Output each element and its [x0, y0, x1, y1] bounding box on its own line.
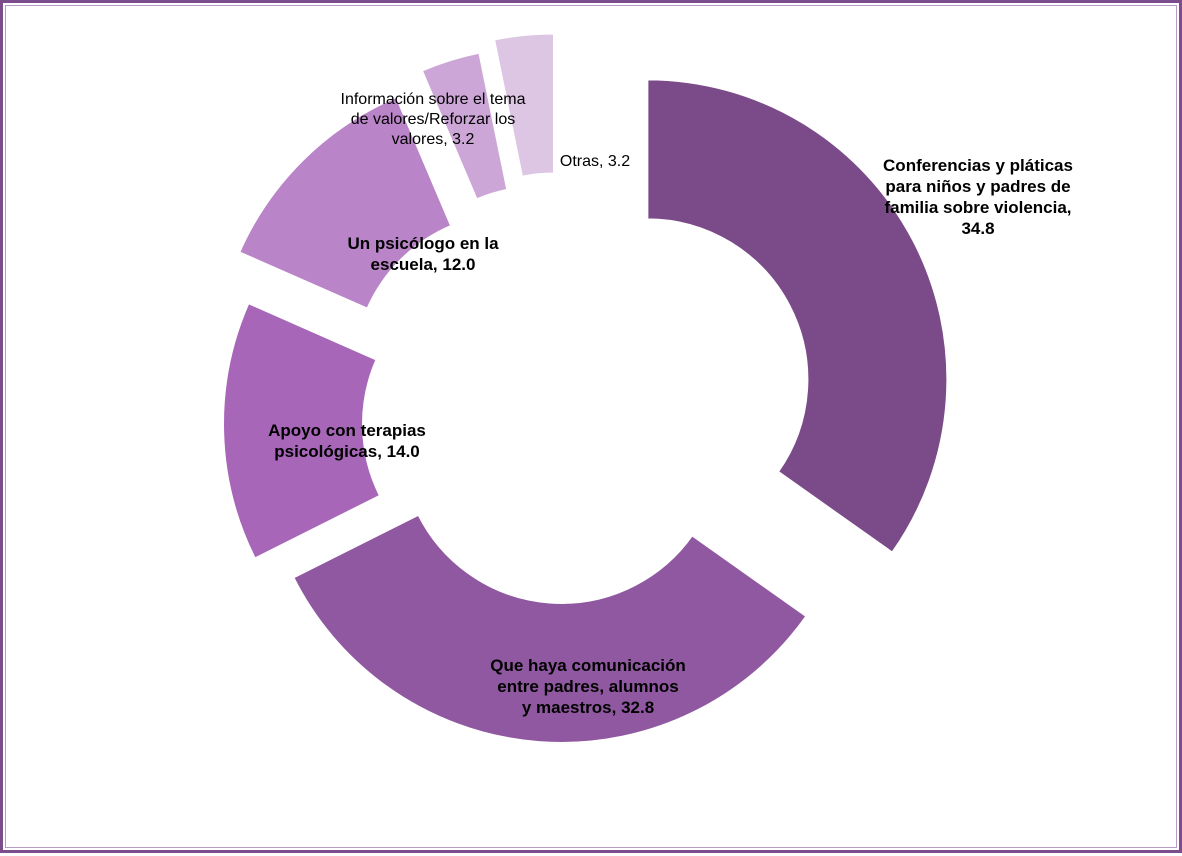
slice-6 — [492, 32, 555, 178]
slice-label-line: familia sobre violencia, — [884, 198, 1071, 217]
slice-label-line: y maestros, 32.8 — [522, 698, 654, 717]
slice-label-line: Un psicólogo en la — [347, 234, 499, 253]
slice-3 — [222, 301, 382, 560]
slice-label-6: Otras, 3.2 — [560, 153, 630, 170]
slice-label-line: valores, 3.2 — [392, 131, 475, 148]
slice-label-line: de valores/Reforzar los — [351, 111, 516, 128]
slice-1 — [646, 78, 949, 555]
slice-label-5: Información sobre el tema de valores/Refo… — [341, 91, 526, 148]
slice-label-line: Conferencias y pláticas — [883, 156, 1073, 175]
slice-label-line: Que haya comunicación — [490, 656, 686, 675]
slice-label-line: entre padres, alumnos — [497, 677, 678, 696]
slice-label-line: para niños y padres de — [885, 177, 1070, 196]
slice-label-3: Apoyo con terapias psicológicas, 14.0 — [268, 421, 426, 461]
slice-label-line: escuela, 12.0 — [371, 255, 476, 274]
slice-5 — [420, 51, 509, 201]
slice-label-1: Conferencias y pláticas para niños y padr… — [883, 156, 1073, 238]
slice-label-4: Un psicólogo en la escuela, 12.0 — [347, 234, 499, 274]
slice-2 — [291, 513, 808, 744]
slice-label-line: Apoyo con terapias — [268, 421, 426, 440]
slice-label-line: Información sobre el tema — [341, 91, 526, 108]
slice-4 — [237, 95, 453, 311]
doughnut-chart: Conferencias y pláticas para niños y padr… — [222, 32, 1073, 744]
slice-label-line: psicológicas, 14.0 — [274, 442, 420, 461]
slice-label-line: 34.8 — [961, 219, 994, 238]
slice-label-line: Otras, 3.2 — [560, 153, 630, 170]
slice-label-2: Que haya comunicación entre padres, alumn… — [490, 656, 686, 717]
